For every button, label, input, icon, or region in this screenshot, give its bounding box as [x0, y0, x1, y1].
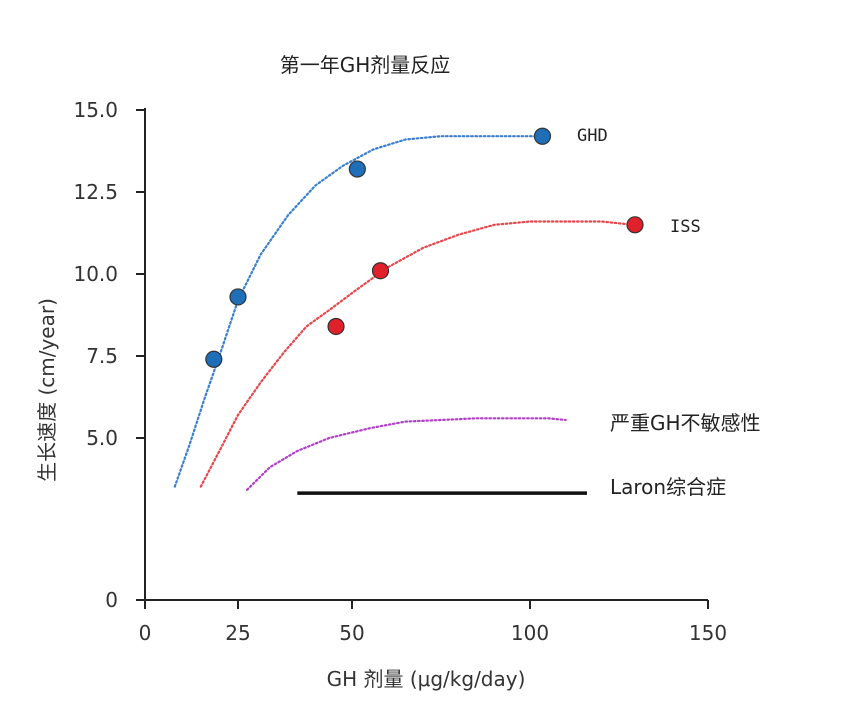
data-point-series-1 [371, 262, 390, 280]
series-line-2 [246, 417, 567, 491]
y-axis-label: 生长速度 (cm/year) [35, 298, 59, 482]
y-tick-label: 10.0 [73, 262, 118, 286]
data-point-series-0 [533, 127, 552, 145]
x-tick-label: 25 [225, 621, 250, 645]
y-tick-label: 5.0 [86, 426, 118, 450]
data-point-series-0 [229, 288, 247, 306]
x-tick-label: 50 [339, 621, 364, 645]
y-tick-label: 7.5 [86, 344, 118, 368]
series-layer [173, 127, 644, 495]
series-label-ghd: GHD [577, 126, 608, 146]
y-axis-ticks: 0 5.0 7.5 10.0 12.5 15.0 [73, 98, 145, 612]
x-axis-ticks: 0 25 50 100 150 [139, 600, 727, 645]
y-tick-label: 0 [105, 588, 118, 612]
chart-title: 第一年GH剂量反应 [280, 53, 451, 77]
series-label-severe-gh-insensitivity: 严重GH不敏感性 [610, 411, 761, 435]
series-label-iss: ISS [670, 217, 701, 237]
data-point-series-1 [626, 216, 644, 234]
x-tick-label: 150 [689, 621, 727, 645]
data-point-series-0 [348, 160, 366, 178]
x-tick-label: 100 [511, 621, 549, 645]
x-tick-label: 0 [139, 621, 152, 645]
series-line-1 [199, 220, 635, 488]
data-point-series-0 [205, 350, 223, 368]
x-axis-label: GH 剂量 (μg/kg/day) [327, 667, 526, 691]
data-point-series-1 [327, 317, 345, 336]
series-line-0 [173, 135, 549, 488]
y-tick-label: 12.5 [73, 180, 118, 204]
series-label-laron-syndrome: Laron综合症 [610, 475, 726, 499]
y-tick-label: 15.0 [73, 98, 118, 122]
